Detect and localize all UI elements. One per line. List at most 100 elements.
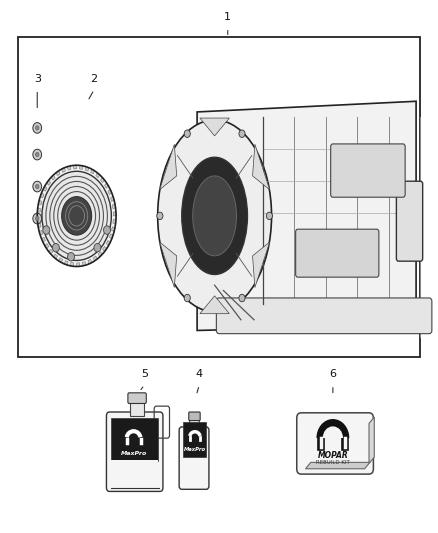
- Bar: [111, 418, 158, 461]
- Ellipse shape: [37, 165, 116, 266]
- FancyBboxPatch shape: [216, 298, 432, 334]
- Polygon shape: [93, 256, 97, 261]
- Text: 2: 2: [91, 74, 98, 84]
- Circle shape: [67, 253, 74, 261]
- Polygon shape: [113, 220, 116, 224]
- Text: 6: 6: [329, 369, 336, 379]
- Polygon shape: [108, 189, 112, 195]
- Polygon shape: [64, 261, 68, 265]
- Polygon shape: [77, 263, 80, 266]
- Circle shape: [35, 126, 39, 130]
- Polygon shape: [38, 200, 42, 205]
- Polygon shape: [82, 262, 86, 266]
- Circle shape: [33, 181, 42, 192]
- FancyBboxPatch shape: [331, 144, 405, 197]
- Polygon shape: [106, 240, 110, 246]
- Circle shape: [239, 130, 245, 138]
- Ellipse shape: [62, 197, 92, 235]
- Circle shape: [103, 226, 110, 235]
- Bar: [18, 37, 420, 357]
- Circle shape: [239, 294, 245, 302]
- Polygon shape: [100, 177, 105, 183]
- Text: 3: 3: [34, 74, 41, 84]
- Bar: [111, 460, 158, 488]
- Circle shape: [33, 213, 42, 224]
- FancyBboxPatch shape: [297, 413, 373, 474]
- FancyBboxPatch shape: [190, 417, 199, 431]
- Ellipse shape: [193, 176, 237, 256]
- FancyBboxPatch shape: [128, 393, 146, 403]
- Polygon shape: [110, 234, 113, 239]
- FancyBboxPatch shape: [396, 181, 423, 261]
- Polygon shape: [112, 227, 115, 231]
- Polygon shape: [110, 197, 114, 201]
- FancyBboxPatch shape: [296, 229, 379, 277]
- Polygon shape: [159, 242, 177, 287]
- Circle shape: [184, 294, 190, 302]
- Polygon shape: [85, 167, 89, 171]
- Polygon shape: [67, 166, 71, 170]
- Polygon shape: [159, 144, 177, 190]
- Circle shape: [94, 244, 101, 252]
- Polygon shape: [51, 175, 55, 180]
- Circle shape: [35, 184, 39, 189]
- FancyBboxPatch shape: [106, 412, 163, 491]
- Circle shape: [184, 130, 191, 138]
- Polygon shape: [47, 180, 51, 185]
- Polygon shape: [91, 169, 95, 174]
- Polygon shape: [253, 144, 270, 190]
- Polygon shape: [197, 101, 416, 330]
- Polygon shape: [39, 230, 43, 235]
- Polygon shape: [253, 242, 270, 287]
- Circle shape: [33, 123, 42, 133]
- Text: MaxPro: MaxPro: [184, 447, 206, 453]
- Text: 5: 5: [141, 369, 148, 379]
- Polygon shape: [40, 193, 44, 198]
- Polygon shape: [56, 171, 60, 176]
- Circle shape: [53, 244, 60, 252]
- Text: MOPAR: MOPAR: [318, 451, 348, 459]
- Circle shape: [266, 212, 272, 220]
- Polygon shape: [305, 462, 370, 469]
- Polygon shape: [200, 118, 230, 136]
- Circle shape: [35, 216, 39, 221]
- FancyBboxPatch shape: [189, 412, 200, 421]
- Polygon shape: [113, 212, 116, 216]
- Text: REBUILD KIT: REBUILD KIT: [316, 459, 350, 465]
- Bar: [130, 401, 144, 416]
- Polygon shape: [43, 186, 47, 191]
- Polygon shape: [96, 173, 100, 178]
- Polygon shape: [105, 183, 109, 188]
- Polygon shape: [74, 165, 77, 169]
- Polygon shape: [53, 254, 57, 259]
- Polygon shape: [112, 204, 116, 208]
- Ellipse shape: [42, 171, 111, 261]
- Text: MaxPro: MaxPro: [120, 450, 147, 456]
- Circle shape: [33, 149, 42, 160]
- Circle shape: [157, 212, 163, 220]
- Text: 4: 4: [196, 369, 203, 379]
- Text: 1: 1: [224, 12, 231, 22]
- Ellipse shape: [158, 120, 272, 312]
- Ellipse shape: [182, 157, 247, 274]
- Polygon shape: [59, 258, 63, 263]
- Polygon shape: [200, 296, 230, 314]
- Polygon shape: [102, 246, 106, 252]
- Polygon shape: [62, 168, 65, 172]
- Polygon shape: [369, 417, 374, 463]
- Polygon shape: [45, 244, 49, 249]
- Polygon shape: [98, 252, 102, 257]
- Polygon shape: [38, 223, 41, 228]
- Ellipse shape: [126, 430, 141, 447]
- Bar: [183, 422, 206, 457]
- Polygon shape: [37, 216, 40, 220]
- Circle shape: [43, 226, 50, 235]
- Polygon shape: [37, 208, 40, 212]
- Polygon shape: [71, 262, 74, 266]
- Polygon shape: [49, 249, 53, 254]
- Circle shape: [35, 152, 39, 157]
- Polygon shape: [80, 165, 83, 169]
- Polygon shape: [42, 237, 46, 243]
- FancyBboxPatch shape: [179, 427, 209, 489]
- Polygon shape: [88, 260, 92, 264]
